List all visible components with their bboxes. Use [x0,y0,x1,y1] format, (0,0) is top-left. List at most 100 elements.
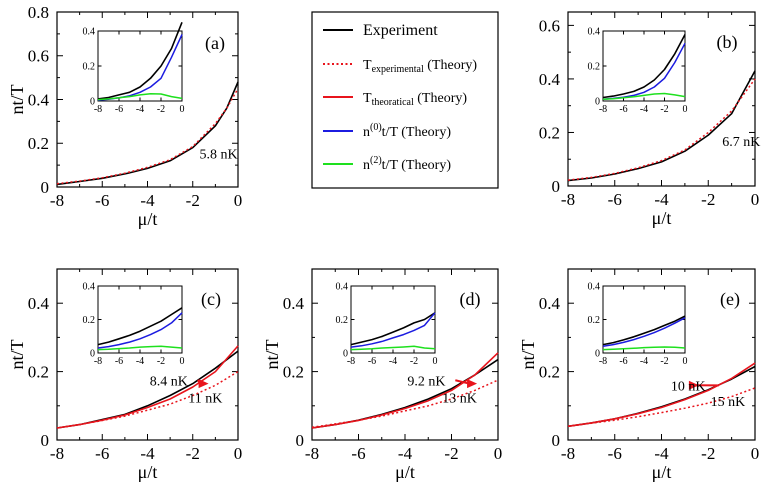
main-xtick-label: -4 [654,190,669,209]
main-xtick-label: -4 [654,444,669,463]
main-xtick-label: 0 [751,190,760,209]
main-xtick-label: -8 [561,444,575,463]
inset-xtick-label: -2 [157,104,165,115]
legend-entry: Texperimental (Theory) [363,58,477,75]
inset-series-n2 [602,346,686,351]
legend-entry-label: Experiment [363,22,438,39]
inset-ytick-label: 0.2 [588,315,601,326]
inset-plot: -8 -6 -4 -2 0 0 0.2 0.4 [83,282,185,368]
inset-ytick-label: 0.4 [588,282,601,293]
annotation-arrow-line [455,379,470,385]
inset-xtick-label: -4 [389,356,397,367]
main-ytick-label: 0 [41,178,50,197]
inset-xtick-label: -4 [136,356,144,367]
temperature-annotation: 10 nK [671,379,706,394]
inset-xtick-label: 0 [683,356,688,367]
main-series-experiment [567,70,756,182]
main-ytick-label: 0 [296,431,305,450]
legend-entry: n(2)t/T (Theory) [363,155,451,173]
main-xtick-label: 0 [234,444,243,463]
inset-xtick-label: -8 [94,356,102,367]
inset-ytick-label: 0.4 [83,282,96,293]
inset-series-n2 [97,92,183,101]
legend-entry-label: n [363,125,370,140]
main-xtick-label: -6 [608,190,622,209]
main-xtick-label: -8 [561,190,575,209]
annotation-arrow-head [198,379,209,389]
main-xtick-label: -6 [351,444,365,463]
temperature-annotation: 11 nK [188,391,222,406]
y-axis-label: nt/T [518,339,538,369]
inset-xtick-label: -6 [115,356,123,367]
inset-series-n2 [602,92,686,101]
y-axis-label: nt/T [7,84,27,114]
inset-xtick-label: -8 [94,104,102,115]
legend: Experiment Texperimental (Theory) Ttheorat… [311,11,499,189]
inset-xtick-label: -8 [599,356,607,367]
inset-frame [97,30,183,102]
panel-a: -8 -6 -4 -2 000.20.40.60.8μ/tnt/T5.8 nK-8 -6-… [7,3,242,229]
inset-frame [602,285,686,354]
inset-ytick-label: 0 [90,97,95,108]
main-ytick-label: 0.4 [28,294,50,313]
main-ytick-label: 0.8 [28,3,49,22]
inset-frame [97,285,183,354]
annotation-arrow-head [688,380,699,390]
x-axis-label: μ/t [652,462,672,482]
legend-entry-suffix: t/T (Theory) [382,158,452,173]
inset-series-n2 [350,345,436,351]
y-axis-label: nt/T [262,339,282,369]
main-ytick-label: 0.6 [539,16,560,35]
temperature-annotation: 9.2 nK [407,374,445,389]
inset-series-n2 [97,345,183,351]
legend-entry-suffix: t/T (Theory) [382,125,452,140]
temperature-annotation: 15 nK [711,395,746,410]
temperature-annotation: 6.7 nK [722,135,760,150]
inset-ytick-label: 0.2 [336,315,349,326]
main-ytick-label: 0.4 [283,294,305,313]
main-ytick-label: 0 [41,431,50,450]
legend-entry-superscript: (2) [370,155,382,166]
main-ytick-label: 0.2 [28,363,49,382]
inset-ytick-label: 0.2 [83,315,96,326]
inset-series-n0 [97,312,183,349]
inset-xtick-label: -6 [619,356,627,367]
temperature-annotation: 5.8 nK [200,148,238,163]
x-axis-label: μ/t [138,462,158,482]
main-xtick-label: -4 [140,191,155,210]
inset-plot: -8 -6 -4 -2 0 0 0.2 0.4 [588,282,688,368]
legend-entry-subscript: experimental [372,64,424,75]
main-series-experiment [56,81,239,186]
inset-xtick-label: -2 [660,356,668,367]
main-xtick-label: -6 [608,444,622,463]
main-ytick-label: 0 [552,177,561,196]
x-axis-label: μ/t [138,209,158,229]
legend-frame [311,11,499,189]
main-ytick-label: 0.2 [28,134,49,153]
main-series-exp-theory [567,78,756,181]
main-ytick-label: 0 [552,431,561,450]
inset-series-experiment [97,307,183,346]
inset-xtick-label: 0 [683,104,688,115]
legend-entry: n(0)t/T (Theory) [363,122,451,140]
inset-series-experiment [350,312,436,346]
main-series-theory [56,345,239,429]
inset-xtick-label: -4 [640,104,648,115]
panel-label: (c) [201,289,221,310]
main-series-exp-theory [56,88,239,185]
inset-frame [602,30,686,102]
inset-xtick-label: -4 [640,356,648,367]
legend-entry: Ttheoratical (Theory) [363,91,467,108]
main-ytick-label: 0.4 [539,70,561,89]
main-xtick-label: 0 [234,191,243,210]
main-xtick-label: -2 [701,190,715,209]
legend-entry: Experiment [363,22,438,39]
panel-label: (a) [205,33,225,54]
inset-xtick-label: -6 [115,104,123,115]
inset-xtick-label: -6 [619,104,627,115]
inset-xtick-label: -2 [660,104,668,115]
inset-plot: -8 -6 -4 -2 0 0 0.2 0.4 [588,27,688,116]
main-ytick-label: 0.2 [539,363,560,382]
inset-xtick-label: 0 [180,104,185,115]
